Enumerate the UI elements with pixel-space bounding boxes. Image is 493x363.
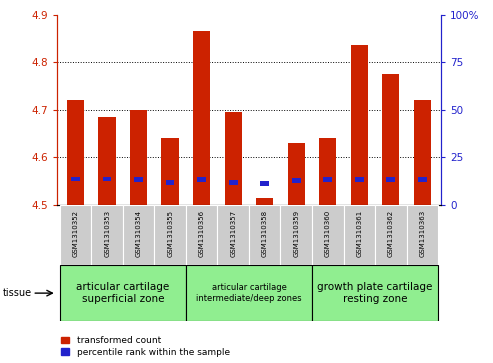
Bar (130, 110, 147, 205)
Bar (344, 205, 375, 265)
Bar (418, 178, 426, 182)
Text: GSM1310361: GSM1310361 (356, 210, 362, 257)
Text: articular cartilage
superficial zone: articular cartilage superficial zone (76, 282, 170, 304)
Bar (71, 176, 80, 181)
Bar (312, 205, 344, 265)
Bar (60, 265, 186, 321)
Text: GSM1310362: GSM1310362 (388, 210, 394, 257)
Bar (355, 178, 364, 182)
Text: GSM1310358: GSM1310358 (262, 210, 268, 257)
Text: GSM1310357: GSM1310357 (230, 210, 236, 257)
Text: growth plate cartilage
resting zone: growth plate cartilage resting zone (317, 282, 433, 304)
Text: GSM1310354: GSM1310354 (136, 210, 141, 257)
Bar (166, 180, 175, 185)
Bar (186, 265, 312, 321)
Bar (224, 112, 242, 205)
Bar (382, 74, 399, 205)
Bar (281, 205, 312, 265)
Text: articular cartilage
intermediate/deep zones: articular cartilage intermediate/deep zo… (196, 283, 302, 303)
Bar (407, 205, 438, 265)
Bar (99, 117, 116, 205)
Bar (312, 265, 438, 321)
Text: GSM1310356: GSM1310356 (199, 210, 205, 257)
Text: GSM1310352: GSM1310352 (72, 210, 78, 257)
Bar (193, 31, 211, 205)
Bar (186, 205, 217, 265)
Bar (197, 178, 206, 182)
Bar (260, 181, 269, 186)
Bar (375, 205, 407, 265)
Bar (287, 143, 305, 205)
Legend: transformed count, percentile rank within the sample: transformed count, percentile rank withi… (61, 336, 230, 357)
Bar (60, 205, 91, 265)
Bar (249, 205, 281, 265)
Bar (103, 176, 111, 181)
Bar (67, 100, 84, 205)
Bar (91, 205, 123, 265)
Text: GSM1310353: GSM1310353 (104, 210, 110, 257)
Bar (414, 100, 431, 205)
Bar (217, 205, 249, 265)
Text: GSM1310360: GSM1310360 (325, 210, 331, 257)
Bar (319, 138, 336, 205)
Bar (256, 198, 274, 205)
Bar (292, 178, 301, 183)
Text: tissue: tissue (2, 288, 32, 298)
Bar (123, 205, 154, 265)
Text: GSM1310359: GSM1310359 (293, 210, 299, 257)
Bar (351, 45, 368, 205)
Bar (134, 178, 143, 182)
Bar (162, 138, 179, 205)
Bar (323, 178, 332, 182)
Bar (229, 180, 238, 185)
Text: GSM1310363: GSM1310363 (420, 210, 425, 257)
Bar (387, 178, 395, 182)
Text: GSM1310355: GSM1310355 (167, 210, 173, 257)
Bar (154, 205, 186, 265)
